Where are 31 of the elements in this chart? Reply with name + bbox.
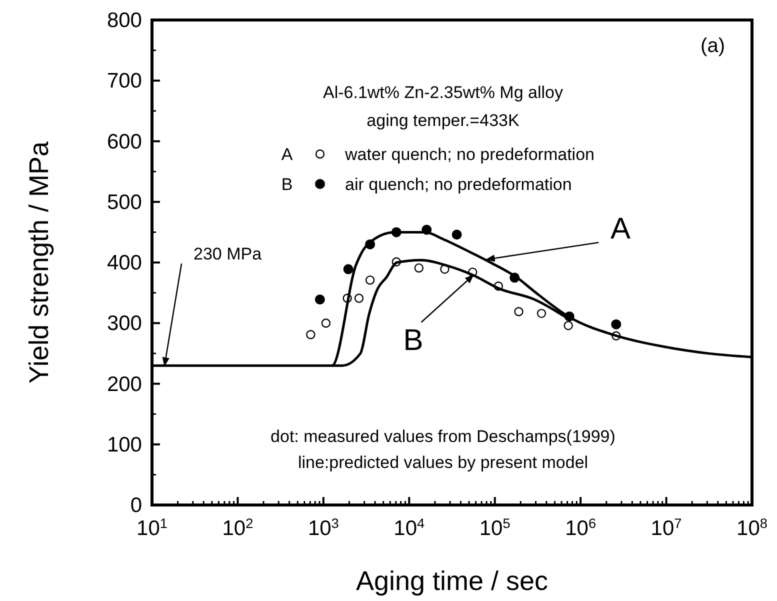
x-tick-label: 10$^{3}$ xyxy=(308,516,339,540)
legend-label: water quench; no predeformation xyxy=(344,145,594,164)
annotation: A xyxy=(610,212,631,246)
text: Al-6.1wt% Zn-2.35wt% Mg alloy xyxy=(323,83,564,102)
annotation: line:predicted values by present model xyxy=(298,453,588,472)
annotation: B xyxy=(403,324,424,358)
x-tick-label: 10$^{4}$ xyxy=(394,516,426,540)
legend-label: air quench; no predeformation xyxy=(345,175,572,194)
y-tick-label: 0 xyxy=(130,494,142,517)
y-tick-label: 800 xyxy=(106,9,142,32)
y-tick-label: 700 xyxy=(106,70,142,93)
y-axis-title: Yield strength / MPa xyxy=(24,140,54,384)
x-tick-label: 10$^{8}$ xyxy=(736,516,768,540)
x-tick-label: 10$^{6}$ xyxy=(565,516,596,540)
annotation: B xyxy=(281,175,293,194)
y-tick-label: 600 xyxy=(106,130,142,154)
x-tick-label: 10$^{5}$ xyxy=(479,516,511,540)
x-tick-label: 10$^{7}$ xyxy=(650,516,682,540)
y-tick-label: 100 xyxy=(106,433,142,456)
annotation: A xyxy=(281,145,294,164)
x-tick-label: 10$^{2}$ xyxy=(222,516,254,540)
y-tick-label: 400 xyxy=(106,252,142,274)
annotation: dot: measured values from Deschamps(1999) xyxy=(270,427,616,446)
x-tick-label: 10$^{1}$ xyxy=(136,516,168,540)
annotation: 230 MPa xyxy=(194,244,262,264)
y-tick-label: 200 xyxy=(106,372,142,396)
y-tick-label: 500 xyxy=(106,190,142,214)
text: aging temper.=433K xyxy=(366,111,520,130)
x-axis-title: Aging time / sec xyxy=(356,566,548,596)
y-tick-label: 300 xyxy=(106,312,142,336)
annotation: (a) xyxy=(700,35,725,57)
